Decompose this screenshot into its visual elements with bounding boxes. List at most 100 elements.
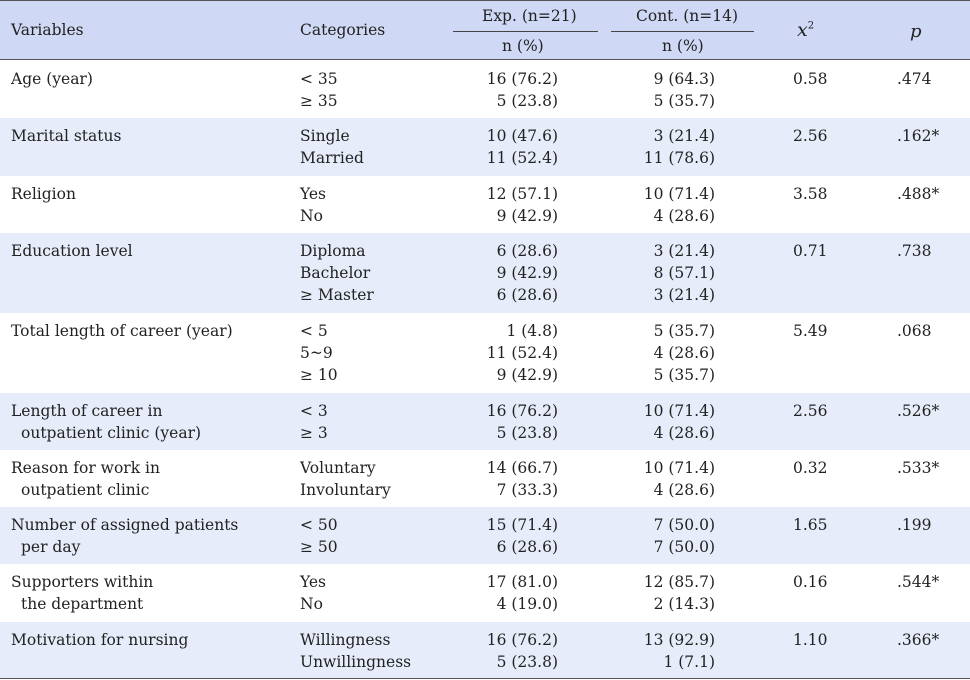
p-value-cell: .068	[897, 320, 932, 342]
table-row: Reason for work in outpatient clinic Volun…	[0, 450, 970, 507]
category-cell: < 35 ≥ 35	[300, 68, 338, 112]
exp-value-cell: 1 (4.8) 11 (52.4) 9 (42.9)	[487, 320, 558, 386]
table-row: Length of career in outpatient clinic (ye…	[0, 393, 970, 450]
variable-cell-line: Religion	[11, 185, 76, 203]
chi-square-cell: 2.56	[793, 400, 828, 422]
table-row: Age (year) < 35 ≥ 35 16 (76.2) 5 (23.8) 9 (64…	[0, 61, 970, 118]
cont-value-cell-line: 4 (28.6)	[653, 481, 715, 499]
table-row: Religion Yes No 12 (57.1) 9 (42.9) 10 (71.4) 4…	[0, 176, 970, 233]
cont-value-cell: 10 (71.4) 4 (28.6)	[644, 183, 715, 227]
cont-value-cell-line: 7 (50.0)	[653, 516, 715, 534]
exp-value-cell-line: 5 (23.8)	[496, 92, 558, 110]
table-row: Education level Diploma Bachelor ≥ Master 6 …	[0, 233, 970, 313]
category-cell: < 3 ≥ 3	[300, 400, 328, 444]
variable-cell-line: Reason for work in	[11, 459, 160, 477]
exp-value-cell-line: 16 (76.2)	[486, 631, 558, 649]
cont-value-cell: 10 (71.4) 4 (28.6)	[644, 457, 715, 501]
cont-value-cell-line: 10 (71.4)	[643, 402, 715, 420]
table-row: Motivation for nursing Willingness Unwilli…	[0, 622, 970, 678]
table-header: Variables Categories Exp. (n=21) Cont. (…	[0, 0, 970, 60]
category-cell-line: Willingness	[300, 631, 391, 649]
category-cell-line: < 50	[300, 516, 338, 534]
category-cell: < 5 5~9 ≥ 10	[300, 320, 338, 386]
exp-value-cell-line: 6 (28.6)	[496, 242, 558, 260]
chi-square-cell-line: 2.56	[793, 402, 828, 420]
chi-square-cell-line: 0.58	[793, 70, 828, 88]
p-value-cell: .738	[897, 240, 932, 262]
cont-value-cell-line: 10 (71.4)	[643, 185, 715, 203]
cont-value-cell-line: 3 (21.4)	[653, 242, 715, 260]
header-categories: Categories	[300, 21, 386, 39]
p-value-cell-line: .199	[897, 516, 932, 534]
p-value-cell-line: .533*	[897, 459, 940, 477]
variable-cell: Total length of career (year)	[11, 320, 233, 342]
p-value-cell: .488*	[897, 183, 939, 205]
category-cell-line: ≥ 50	[300, 538, 338, 556]
p-value-cell: .162*	[897, 125, 939, 147]
category-cell-line: < 35	[300, 70, 338, 88]
cont-value-cell-line: 4 (28.6)	[653, 344, 715, 362]
category-cell-line: Bachelor	[300, 264, 371, 282]
exp-value-cell-line: 15 (71.4)	[486, 516, 558, 534]
chi-square-cell: 3.58	[793, 183, 828, 205]
category-cell-line: No	[300, 595, 323, 613]
cont-value-cell-line: 5 (35.7)	[653, 92, 715, 110]
cont-value-cell-line: 7 (50.0)	[653, 538, 715, 556]
table-row: Supporters within the department Yes No 17 (…	[0, 564, 970, 622]
category-cell: Diploma Bachelor ≥ Master	[300, 240, 374, 306]
exp-value-cell-line: 16 (76.2)	[486, 402, 558, 420]
chi-square-cell-line: 1.10	[793, 631, 828, 649]
exp-value-cell: 16 (76.2) 5 (23.8)	[487, 629, 558, 673]
cont-value-cell-line: 9 (64.3)	[653, 70, 715, 88]
exp-value-cell-line: 5 (23.8)	[496, 653, 558, 671]
p-value-cell: .533*	[897, 457, 939, 479]
cont-value-cell-line: 8 (57.1)	[653, 264, 715, 282]
category-cell-line: < 3	[300, 402, 328, 420]
header-chi-square: x2	[797, 19, 814, 41]
cont-value-cell: 3 (21.4) 8 (57.1) 3 (21.4)	[654, 240, 715, 306]
p-value-cell-line: .488*	[897, 185, 940, 203]
variable-cell-line: Education level	[11, 242, 133, 260]
variable-cell-line: Number of assigned patients	[11, 516, 239, 534]
table-bottom-rule	[0, 678, 970, 679]
p-value-cell: .474	[897, 68, 932, 90]
header-exp-n-pct: n (%)	[502, 37, 544, 55]
category-cell-line: Unwillingness	[300, 653, 412, 671]
category-cell-line: Involuntary	[300, 481, 391, 499]
exp-value-cell-line: 10 (47.6)	[486, 127, 558, 145]
p-value-cell-line: .068	[897, 322, 932, 340]
variable-cell: Marital status	[11, 125, 121, 147]
header-cont-group: Cont. (n=14)	[636, 7, 739, 25]
table-row: Number of assigned patients per day < 50 ≥ …	[0, 507, 970, 564]
chi-square-cell: 0.32	[793, 457, 828, 479]
variable-cell-line: Supporters within	[11, 573, 154, 591]
variable-cell: Motivation for nursing	[11, 629, 188, 651]
exp-value-cell: 12 (57.1) 9 (42.9)	[487, 183, 558, 227]
variable-cell-line: Age (year)	[11, 70, 93, 88]
cont-value-cell: 12 (85.7) 2 (14.3)	[644, 571, 715, 615]
category-cell: Single Married	[300, 125, 364, 169]
cont-value-cell: 13 (92.9) 1 (7.1)	[644, 629, 715, 673]
category-cell-line: ≥ 3	[300, 424, 328, 442]
variable-cell-line: Length of career in	[11, 402, 163, 420]
p-value-cell-line: .544*	[897, 573, 940, 591]
variable-cell: Education level	[11, 240, 133, 262]
p-value-cell-line: .474	[897, 70, 932, 88]
exp-value-cell-line: 7 (33.3)	[496, 481, 558, 499]
category-cell-line: Yes	[300, 573, 327, 591]
exp-value-cell: 6 (28.6) 9 (42.9) 6 (28.6)	[497, 240, 558, 306]
header-exp-group: Exp. (n=21)	[482, 7, 577, 25]
chi-square-cell-line: 0.32	[793, 459, 828, 477]
exp-value-cell-line: 1 (4.8)	[506, 322, 558, 340]
variable-cell: Number of assigned patients per day	[11, 514, 238, 558]
p-value-cell: .544*	[897, 571, 939, 593]
cont-value-cell-line: 3 (21.4)	[653, 286, 715, 304]
header-p-value: p	[910, 21, 922, 42]
cont-value-cell-line: 12 (85.7)	[643, 573, 715, 591]
variable-cell-line: outpatient clinic (year)	[21, 424, 202, 442]
category-cell-line: Yes	[300, 185, 327, 203]
cont-value-cell: 3 (21.4) 11 (78.6)	[644, 125, 715, 169]
header-variables: Variables	[11, 21, 84, 39]
variable-cell: Length of career in outpatient clinic (ye…	[11, 400, 201, 444]
